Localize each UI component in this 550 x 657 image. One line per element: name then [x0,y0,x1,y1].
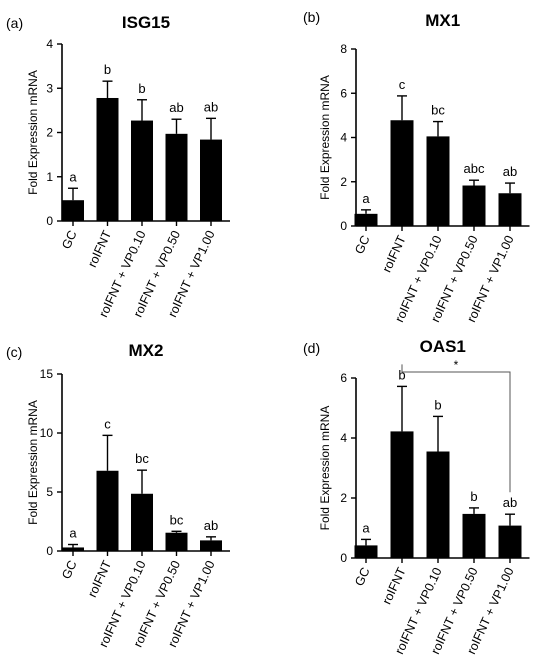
chart-title: OAS1 [420,337,466,356]
y-tick-label: 4 [340,431,347,445]
y-tick-label: 4 [46,37,53,51]
chart-title: MX1 [425,11,460,30]
significance-letter: c [104,416,111,431]
significance-letter: b [138,81,145,96]
y-tick-label: 15 [40,367,54,381]
bar [165,532,188,551]
significance-letter: abc [464,161,485,176]
bar [131,120,153,221]
y-tick-label: 0 [340,551,347,565]
bar [62,200,84,221]
y-tick-label: 5 [46,485,53,499]
bar [96,470,119,551]
x-tick-label: GC [59,558,80,581]
y-tick-label: 6 [340,371,347,385]
significance-letter: a [69,169,77,184]
y-tick-label: 2 [340,491,347,505]
bar [354,213,378,226]
panel-label: (a) [6,15,23,31]
x-tick-label: roIFNT [85,228,114,269]
bar [390,120,414,226]
x-tick-label: roIFNT [85,558,114,599]
significance-bracket [401,364,511,493]
chart-panel-2: (b) MX1 Fold Expression mRNA 0 2 4 6 8 a GC c roIFN… [303,9,530,324]
bar [462,513,486,558]
y-axis-label: Fold Expression mRNA [318,75,332,200]
chart-panel-4: (d) OAS1 Fold Expression mRNA 0 2 4 6 a GC b roIFN… [303,337,530,656]
y-tick-label: 6 [340,86,347,100]
significance-letter: b [470,489,477,504]
bar [498,525,522,558]
significance-star: * [454,358,459,372]
panel-label: (c) [6,344,22,360]
significance-letter: a [362,520,370,535]
bar [462,185,486,226]
y-tick-label: 2 [340,175,347,189]
y-axis-label: Fold Expression mRNA [318,406,332,531]
y-tick-label: 0 [46,544,53,558]
y-tick-label: 0 [46,214,53,228]
significance-letter: a [362,191,370,206]
y-tick-label: 1 [46,170,53,184]
significance-letter: bc [431,103,445,118]
x-tick-label: GC [59,228,80,251]
y-axis-label: Fold Expression mRNA [26,400,40,525]
bar [200,540,222,551]
bar [354,545,378,558]
significance-letter: c [399,77,406,92]
chart-title: MX2 [129,341,164,360]
x-tick-label: roIFNT [380,565,409,606]
significance-letter: bc [170,512,184,527]
y-tick-label: 2 [46,126,53,140]
bar [390,431,414,558]
x-tick-label: GC [352,233,373,256]
y-tick-label: 0 [340,219,347,233]
chart-panel-3: (c) MX2 Fold Expression mRNA 0 5 10 15 a GC c roIF… [6,341,230,649]
significance-letter: ab [204,99,218,114]
bar [131,493,153,551]
panel-label: (b) [303,9,320,25]
bar [165,133,188,221]
chart-title: ISG15 [122,13,170,32]
x-tick-label: roIFNT [380,233,409,274]
y-tick-label: 8 [340,42,347,56]
significance-letter: bc [135,451,149,466]
significance-letter: b [398,367,405,382]
y-tick-label: 10 [40,426,54,440]
chart-panel-1: (a) ISG15 Fold Expression mRNA 0 1 2 3 4 a GC b roI… [6,13,230,319]
significance-letter: ab [204,518,218,533]
significance-letter: ab [503,164,517,179]
significance-letter: ab [503,495,517,510]
bar [498,193,522,226]
bar [96,97,119,221]
panel-label: (d) [303,340,320,356]
significance-letter: ab [169,100,183,115]
bar [426,136,450,226]
y-tick-label: 3 [46,81,53,95]
x-tick-label: GC [352,565,373,588]
significance-letter: b [104,62,111,77]
bar [62,547,84,551]
y-axis-label: Fold Expression mRNA [26,70,40,195]
bar [200,139,222,221]
significance-letter: a [69,526,77,541]
bar [426,451,450,558]
y-tick-label: 4 [340,131,347,145]
significance-letter: b [434,397,441,412]
